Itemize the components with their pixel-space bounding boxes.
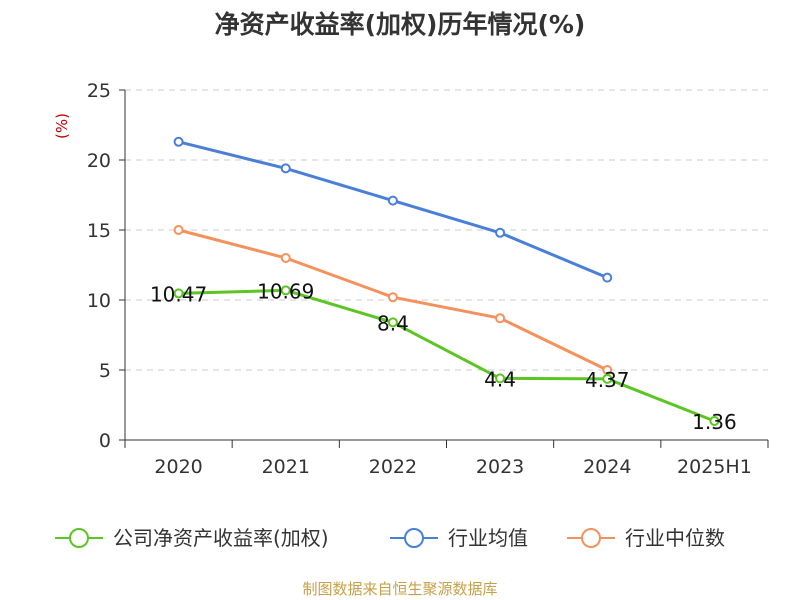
legend-marker bbox=[69, 528, 89, 548]
x-tick-label: 2022 bbox=[369, 456, 417, 478]
data-label: 10.69 bbox=[257, 279, 314, 303]
y-tick-label: 20 bbox=[87, 150, 111, 172]
data-point bbox=[387, 195, 398, 206]
axes: 0 5 10 15 20 25 2020 2021 2022 2023 2024 2025H1 bbox=[87, 80, 769, 478]
y-tick-label: 25 bbox=[87, 80, 111, 102]
series-lines bbox=[173, 136, 720, 426]
data-label: 8.4 bbox=[377, 311, 409, 335]
data-point bbox=[173, 225, 184, 235]
data-point bbox=[602, 272, 613, 283]
data-point bbox=[709, 415, 720, 426]
source-note: 制图数据来自恒生聚源数据库 bbox=[302, 580, 497, 598]
data-label: 1.36 bbox=[692, 410, 737, 434]
legend-item[interactable]: 行业均值 bbox=[390, 526, 528, 550]
y-tick-label: 5 bbox=[99, 360, 111, 382]
data-label: 4.37 bbox=[585, 368, 630, 392]
data-point bbox=[173, 288, 184, 299]
legend-label: 公司净资产收益率(加权) bbox=[113, 526, 329, 550]
data-point bbox=[495, 313, 506, 324]
x-tick-label: 2021 bbox=[262, 456, 310, 478]
data-label: 4.4 bbox=[484, 367, 516, 391]
data-point bbox=[387, 317, 398, 328]
data-point bbox=[280, 253, 291, 263]
x-tick-label: 2024 bbox=[583, 456, 631, 478]
data-point bbox=[602, 373, 613, 384]
data-label: 10.47 bbox=[150, 282, 207, 306]
legend-marker bbox=[581, 528, 601, 548]
chart-title: 净资产收益率(加权)历年情况(%) bbox=[215, 10, 586, 39]
y-tick-label: 15 bbox=[87, 220, 111, 242]
grid-lines bbox=[125, 89, 768, 371]
legend-label: 行业均值 bbox=[448, 526, 528, 550]
y-axis-unit-label: (%) bbox=[53, 113, 71, 139]
x-tick-label: 2023 bbox=[476, 456, 524, 478]
x-tick-label: 2020 bbox=[154, 456, 202, 478]
legend: 公司净资产收益率(加权) 行业均值 行业中位数 bbox=[55, 526, 725, 550]
legend-item[interactable]: 行业中位数 bbox=[567, 526, 725, 550]
data-labels: 10.47 10.69 8.4 4.4 4.37 1.36 bbox=[150, 279, 737, 434]
data-point bbox=[280, 285, 291, 296]
legend-label: 行业中位数 bbox=[625, 526, 725, 550]
data-point bbox=[495, 373, 506, 384]
data-point bbox=[495, 227, 506, 238]
data-point bbox=[387, 292, 398, 303]
series-line bbox=[178, 288, 715, 423]
legend-item[interactable]: 公司净资产收益率(加权) bbox=[55, 526, 329, 550]
data-point bbox=[280, 163, 291, 174]
legend-marker bbox=[404, 528, 424, 548]
x-tick-label: 2025H1 bbox=[677, 456, 752, 478]
data-point bbox=[173, 136, 184, 147]
y-tick-label: 10 bbox=[87, 290, 111, 312]
series-line bbox=[178, 140, 608, 279]
y-tick-label: 0 bbox=[99, 430, 111, 452]
